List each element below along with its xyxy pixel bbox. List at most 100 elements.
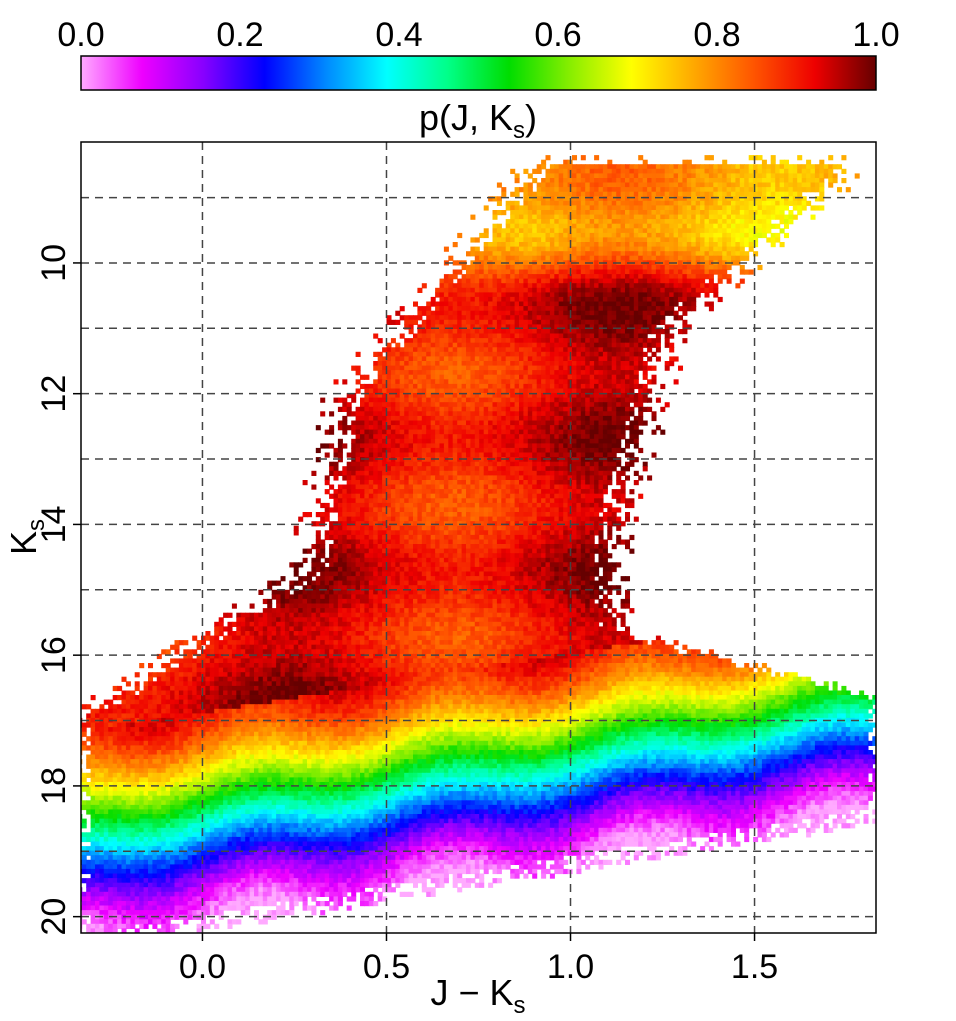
density-cell [580,379,586,385]
density-cell [492,498,498,504]
density-cell [620,388,626,394]
density-cell [395,507,401,513]
density-cell [642,420,648,426]
density-cell [501,356,507,362]
density-cell [532,210,538,216]
density-cell [386,356,392,362]
density-cell [457,406,463,412]
density-cell [413,361,419,367]
density-cell [452,402,458,408]
density-cell [576,310,582,316]
density-cell [510,365,516,371]
density-cell [761,191,767,197]
density-cell [558,351,564,357]
density-cell [549,452,555,458]
density-cell [408,370,414,376]
density-cell [602,242,608,248]
density-cell [457,370,463,376]
density-cell [598,228,604,234]
density-cell [669,187,675,193]
density-cell [731,214,737,220]
density-cell [488,301,494,307]
density-cell [496,438,502,444]
density-cell [784,159,790,165]
density-cell [413,470,419,476]
density-cell [417,420,423,426]
density-cell [430,374,436,380]
density-cell [779,159,785,165]
density-cell [678,228,684,234]
density-cell [594,214,600,220]
density-cell [417,461,423,467]
density-cell [735,164,741,170]
density-cell [421,406,427,412]
density-cell [360,411,366,417]
density-cell [364,507,370,513]
density-cell [382,502,388,509]
density-cell [682,274,688,280]
density-cell [395,438,401,444]
colorbar-tick-label: 0.6 [534,16,581,54]
density-cell [501,406,507,412]
density-cell [523,447,529,454]
density-cell [585,310,591,316]
density-cell [797,210,803,216]
density-cell [505,264,511,271]
density-cell [510,287,516,293]
density-cell [554,388,560,394]
density-cell [479,452,485,458]
density-cell [602,379,608,385]
density-cell [757,168,763,174]
density-cell [448,480,454,486]
density-cell [633,251,639,257]
density-cell [549,191,555,197]
density-cell [466,370,472,376]
density-cell [664,237,670,243]
density-cell [828,155,834,161]
density-cell [585,447,591,454]
density-cell [638,173,644,179]
density-cell [589,420,595,426]
density-cell [541,420,547,426]
density-cell [457,425,463,431]
density-cell [421,480,427,486]
density-cell [607,306,613,312]
density-cell [501,498,507,504]
density-cell [421,489,427,495]
density-cell [629,205,635,211]
density-cell [536,228,542,234]
density-cell [439,443,445,449]
density-cell [386,351,392,357]
density-cell [355,411,361,417]
density-cell [607,264,613,271]
density-cell [536,205,542,211]
density-cell [572,393,578,399]
density-cell [616,425,622,431]
density-cell [602,420,608,426]
density-cell [775,187,781,193]
density-cell [761,159,767,165]
density-cell [443,466,449,472]
density-cell [488,274,494,280]
density-cell [589,411,595,417]
density-cell [664,333,670,339]
density-cell [580,324,586,330]
density-cell [757,191,763,197]
density-cell [382,383,388,390]
density-cell [625,182,631,188]
density-cell [651,310,657,316]
density-cell [594,342,600,348]
density-cell [655,397,661,403]
density-cell [585,251,591,257]
density-cell [629,489,635,495]
density-cell [700,173,706,179]
density-cell [360,438,366,444]
density-cell [474,361,480,367]
density-cell [576,324,582,330]
density-cell [457,470,463,476]
density-cell [611,370,617,376]
density-cell [558,475,564,481]
density-cell [753,223,759,229]
density-cell [479,269,485,275]
density-cell [470,347,476,353]
